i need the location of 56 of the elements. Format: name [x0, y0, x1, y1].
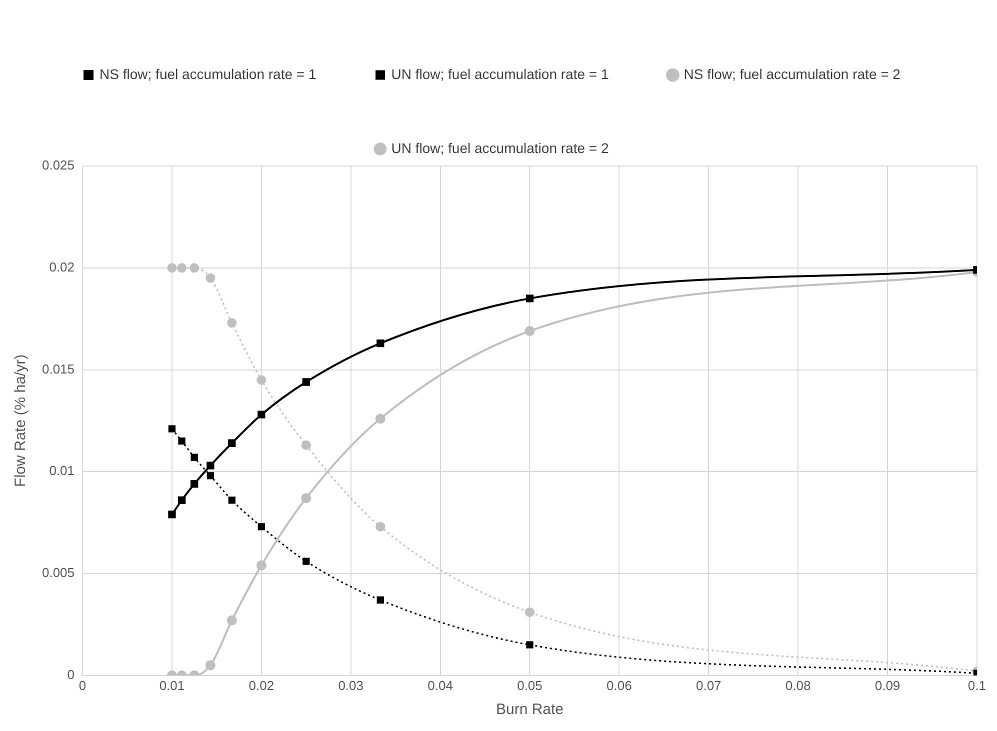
x-tick-label: 0.03 — [338, 678, 364, 693]
point — [376, 596, 384, 604]
point — [526, 294, 534, 302]
x-tick-label: 0.09 — [874, 678, 900, 693]
point — [526, 641, 534, 648]
x-tick-label: 0.1 — [968, 678, 986, 693]
point — [228, 496, 236, 504]
x-tick-label: 0.04 — [428, 678, 453, 693]
point — [302, 558, 310, 565]
point — [525, 607, 534, 617]
point — [258, 523, 265, 530]
point — [205, 660, 216, 670]
legend-label: UN flow; fuel accumulation rate = 2 — [391, 140, 609, 156]
point — [190, 454, 198, 461]
point — [256, 560, 266, 570]
point — [190, 263, 200, 273]
y-tick-label: 0 — [67, 666, 75, 682]
y-tick-label: 0.015 — [42, 361, 75, 376]
point — [524, 326, 535, 336]
y-tick-label: 0.005 — [42, 565, 75, 580]
point — [226, 615, 237, 626]
y-tick-label: 0.02 — [49, 259, 75, 274]
point — [206, 472, 214, 480]
point — [375, 414, 386, 424]
point — [206, 462, 214, 470]
y-tick-label: 0.025 — [42, 158, 75, 173]
point — [178, 496, 186, 504]
point — [376, 339, 384, 348]
point — [190, 480, 198, 488]
y-axis-title: Flow Rate (% ha/yr) — [12, 354, 30, 487]
point — [301, 440, 311, 450]
y-tick-label: 0.01 — [49, 463, 75, 478]
x-tick-label: 0.02 — [248, 678, 274, 693]
x-tick-label: 0.06 — [606, 678, 632, 693]
point — [228, 439, 236, 447]
point — [376, 522, 386, 532]
x-tick-label: 0.08 — [785, 678, 811, 693]
legend-label: NS flow; fuel accumulation rate = 2 — [684, 66, 901, 82]
point — [227, 318, 237, 328]
x-tick-label: 0 — [78, 678, 86, 693]
point — [168, 510, 176, 518]
legend-label: UN flow; fuel accumulation rate = 1 — [391, 66, 609, 82]
point — [258, 410, 266, 418]
legend-label: NS flow; fuel accumulation rate = 1 — [100, 66, 316, 82]
point — [206, 273, 216, 283]
point — [177, 263, 187, 273]
point — [168, 425, 176, 432]
point — [178, 438, 186, 445]
x-tick-label: 0.05 — [517, 678, 542, 693]
point — [256, 375, 266, 385]
x-axis-title: Burn Rate — [496, 701, 564, 718]
point — [302, 378, 310, 386]
point — [301, 493, 312, 504]
x-tick-label: 0.01 — [159, 678, 185, 693]
x-tick-label: 0.07 — [696, 678, 722, 693]
point — [167, 263, 177, 273]
